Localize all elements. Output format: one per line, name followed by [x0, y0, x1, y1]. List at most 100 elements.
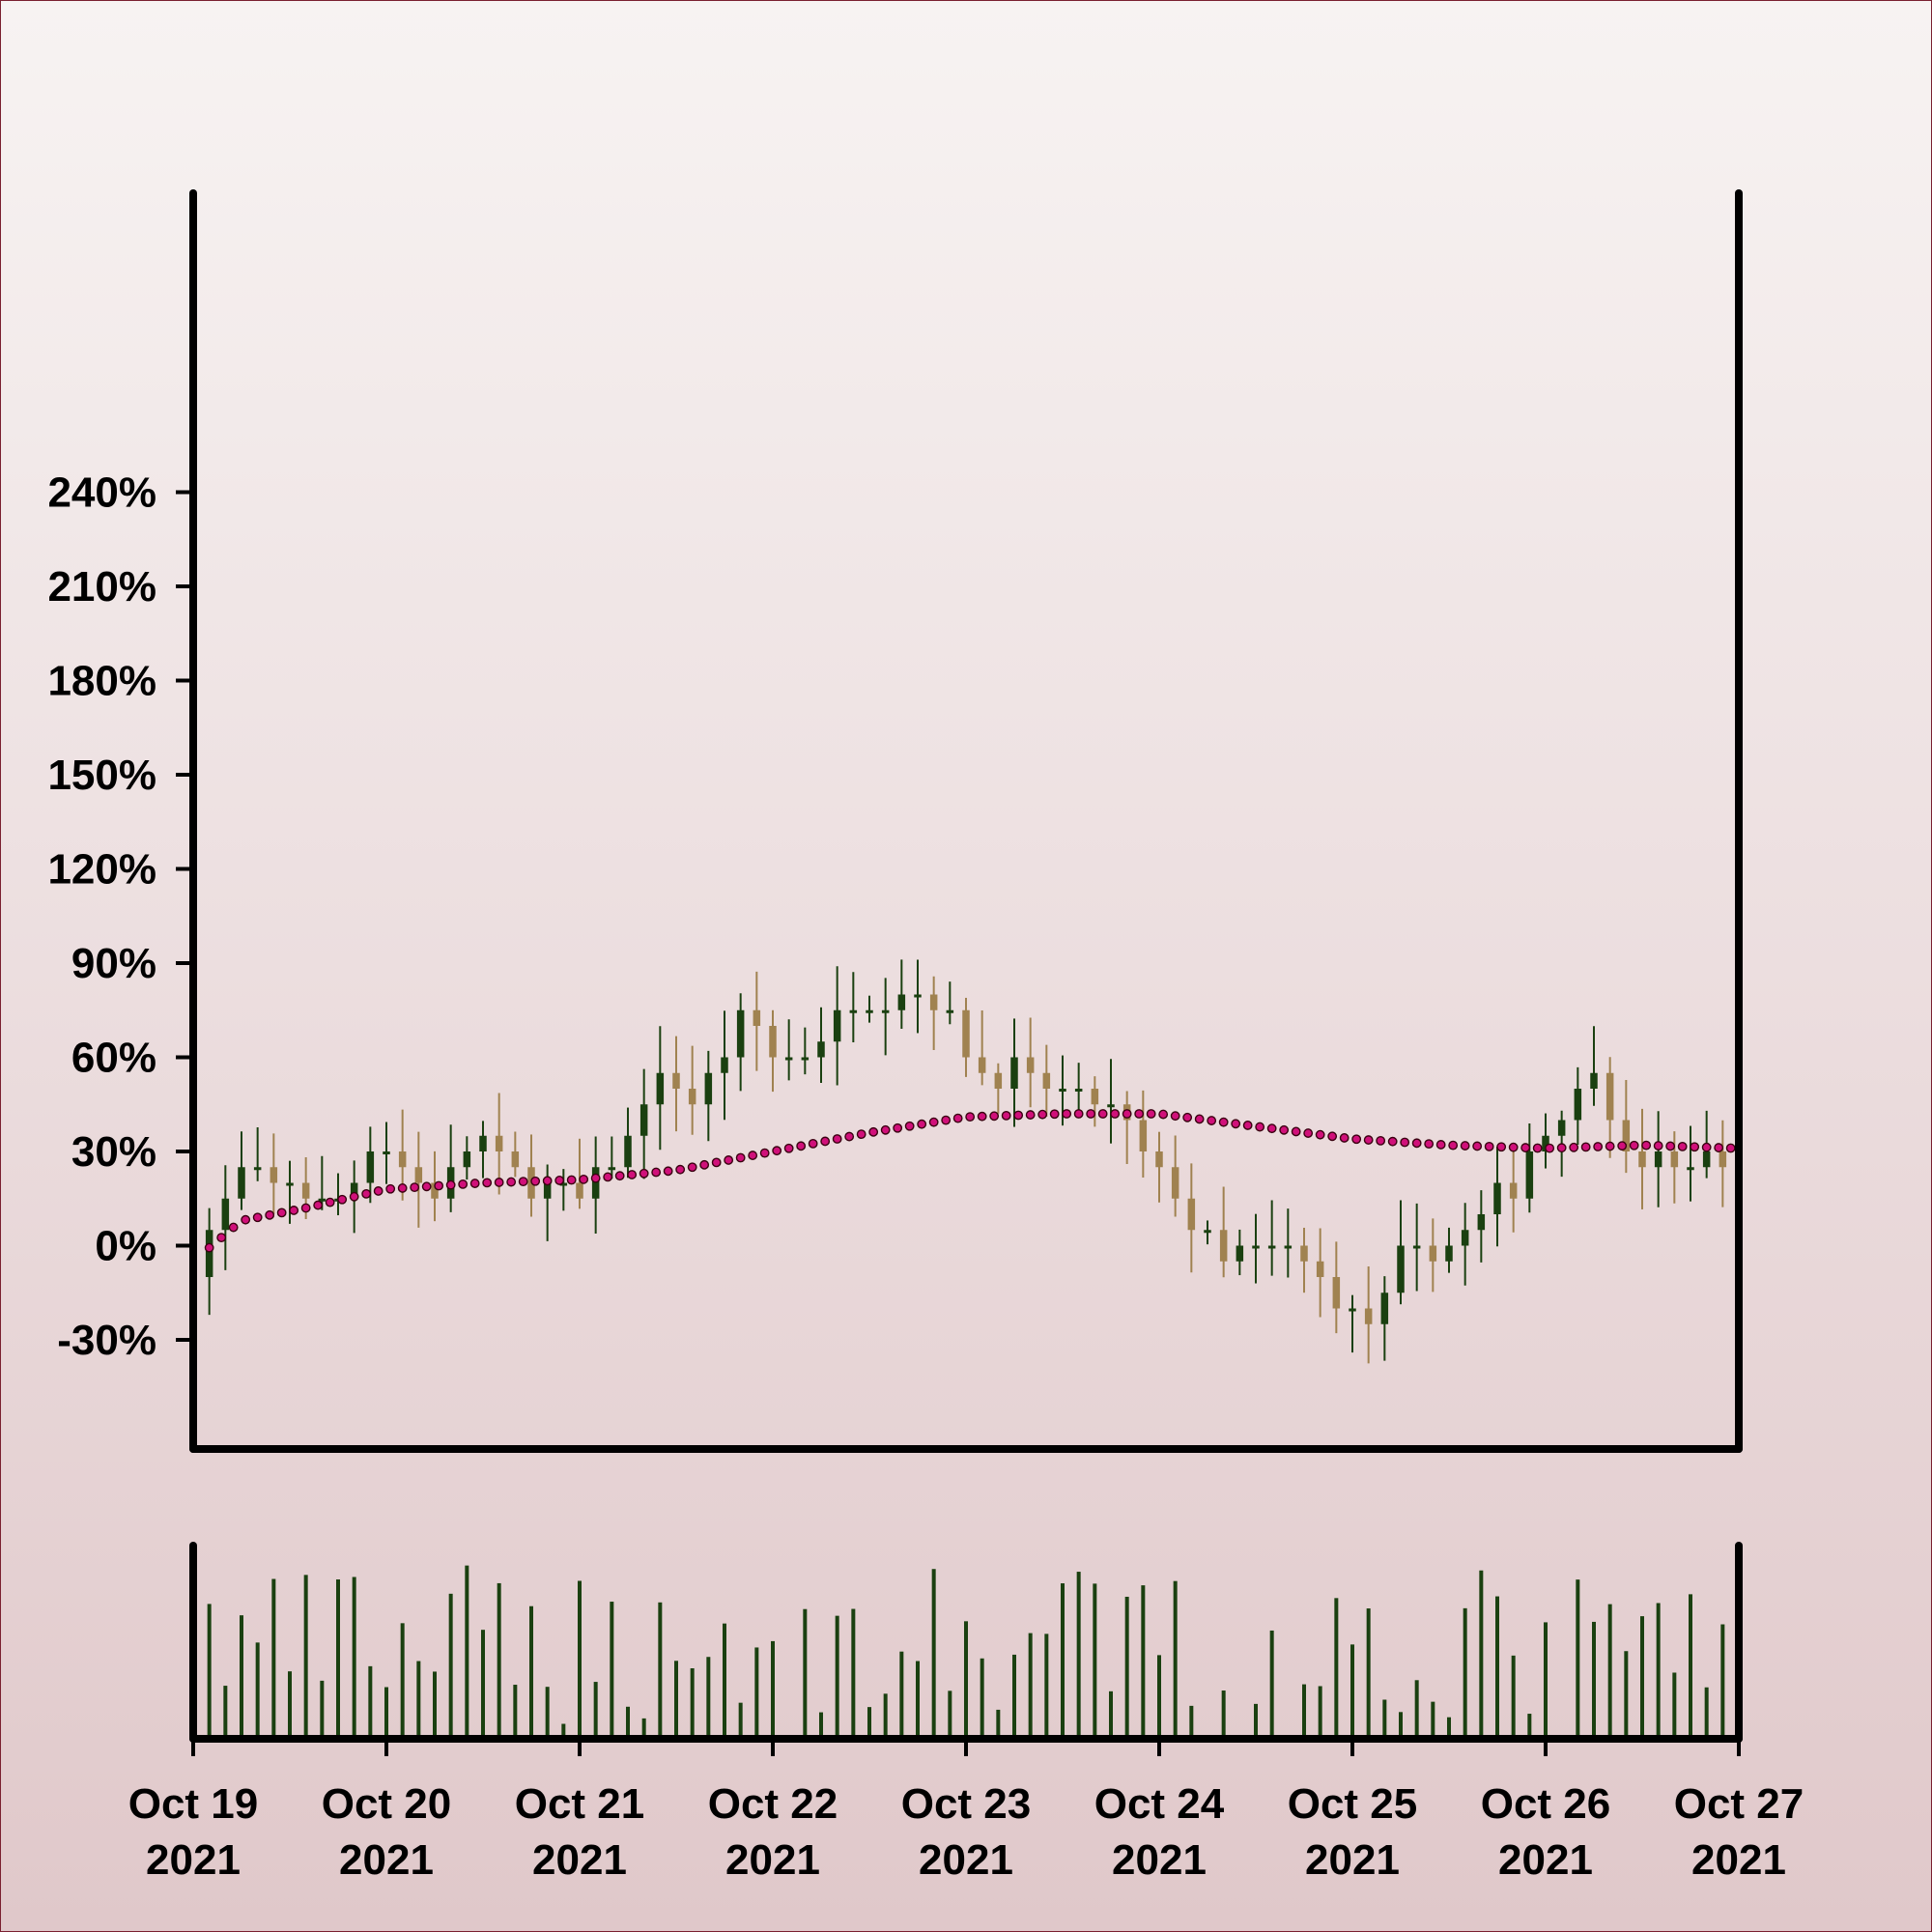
y-axis-ticks: 240% 210% 180% 150% 120% 90% 60% 30% 0% -30% — [47, 469, 193, 1364]
moving-average-point — [711, 1157, 722, 1168]
volume-bar — [1431, 1701, 1435, 1739]
volume-bar — [1495, 1596, 1499, 1739]
volume-bar — [916, 1661, 920, 1739]
moving-average-point — [241, 1214, 251, 1225]
volume-bar — [384, 1687, 388, 1739]
moving-average-point — [276, 1208, 287, 1218]
moving-average-point — [856, 1129, 867, 1140]
candle-body — [688, 1089, 696, 1105]
volume-bar — [1124, 1596, 1129, 1739]
moving-average-point — [1496, 1142, 1507, 1152]
volume-bar — [497, 1582, 501, 1739]
candle-body — [1074, 1089, 1083, 1092]
candle-body — [1042, 1072, 1051, 1089]
moving-average-point — [1376, 1135, 1386, 1146]
moving-average-point — [349, 1191, 359, 1202]
volume-bar — [1511, 1655, 1516, 1739]
volume-bar — [1463, 1607, 1467, 1739]
moving-average-point — [1400, 1137, 1410, 1148]
x-tick-label-date: Oct 23 — [901, 1780, 1032, 1828]
moving-average-point — [216, 1233, 227, 1243]
moving-average-layer — [204, 1109, 1736, 1253]
moving-average-point — [373, 1186, 384, 1196]
candle-body — [704, 1072, 713, 1105]
candle-body — [1332, 1277, 1341, 1309]
moving-average-point — [1339, 1133, 1350, 1143]
y-tick-label: 210% — [47, 563, 156, 611]
candle-body — [366, 1151, 375, 1183]
x-axis-ticks: Oct 19 2021 Oct 20 2021 Oct 21 2021 Oct 22 2021… — [128, 1739, 1804, 1884]
candle-body — [253, 1167, 262, 1171]
moving-average-point — [1677, 1141, 1688, 1151]
volume-bar — [288, 1671, 292, 1739]
candle-body — [672, 1072, 680, 1089]
candle-body — [608, 1167, 616, 1171]
candle-body — [753, 1009, 761, 1026]
volume-bar — [1527, 1714, 1532, 1739]
moving-average-point — [1569, 1142, 1579, 1152]
candle-body — [1461, 1230, 1469, 1246]
candle-body — [1300, 1245, 1308, 1262]
moving-average-point — [542, 1176, 553, 1186]
moving-average-point — [977, 1111, 987, 1122]
candle-body — [463, 1151, 471, 1168]
x-tick-label-year: 2021 — [532, 1836, 627, 1884]
candle-body — [994, 1072, 1003, 1089]
candle-body — [656, 1072, 665, 1105]
volume-bar — [465, 1565, 469, 1739]
moving-average-point — [699, 1159, 710, 1170]
candle-body — [1638, 1151, 1646, 1168]
y-tick-label: 60% — [71, 1035, 156, 1082]
volume-bar — [352, 1577, 356, 1739]
candle-body — [495, 1135, 503, 1151]
volume-bar — [448, 1593, 453, 1739]
moving-average-point — [445, 1179, 456, 1190]
moving-average-point — [1279, 1124, 1290, 1135]
moving-average-point — [1351, 1134, 1362, 1145]
volume-bar — [1044, 1634, 1049, 1739]
candle-body — [414, 1167, 423, 1183]
volume-bar — [481, 1630, 485, 1739]
candle-body — [1542, 1135, 1549, 1151]
candle-body — [1445, 1245, 1453, 1262]
moving-average-point — [1593, 1142, 1604, 1151]
candle-body — [1010, 1057, 1018, 1089]
moving-average-point — [506, 1177, 517, 1187]
moving-average-point — [1266, 1123, 1277, 1134]
candle-body — [238, 1167, 245, 1199]
volume-layer — [191, 1565, 1741, 1739]
volume-bar — [610, 1602, 614, 1739]
moving-average-point — [917, 1119, 927, 1129]
volume-bar — [1254, 1703, 1258, 1739]
moving-average-point — [820, 1136, 831, 1147]
moving-average-point — [1327, 1131, 1338, 1142]
candle-body — [383, 1151, 390, 1154]
y-tick-label: 90% — [71, 940, 156, 987]
moving-average-point — [868, 1126, 879, 1137]
moving-average-point — [832, 1134, 842, 1144]
moving-average-point — [325, 1197, 335, 1208]
candle-body — [978, 1057, 986, 1073]
candle-body — [1525, 1151, 1534, 1199]
volume-bar — [1624, 1651, 1629, 1739]
moving-average-point — [651, 1167, 662, 1178]
candle-body — [1557, 1120, 1566, 1136]
moving-average-point — [1435, 1140, 1446, 1150]
volume-bar — [368, 1665, 373, 1739]
volume-bar — [867, 1707, 871, 1739]
volume-bar — [1093, 1583, 1097, 1739]
moving-average-point — [204, 1242, 214, 1253]
candle-body — [1171, 1167, 1179, 1199]
volume-bar — [1173, 1580, 1178, 1739]
x-tick-label-year: 2021 — [339, 1836, 434, 1884]
moving-average-point — [603, 1172, 613, 1182]
volume-bar — [207, 1604, 212, 1739]
candle-body — [784, 1057, 793, 1061]
candle-body — [1670, 1151, 1679, 1168]
moving-average-point — [289, 1206, 299, 1215]
volume-bar — [433, 1671, 437, 1739]
volume-bar — [1269, 1630, 1274, 1739]
volume-bar — [819, 1712, 823, 1739]
candle-body — [1059, 1089, 1066, 1092]
moving-average-point — [1122, 1109, 1132, 1119]
